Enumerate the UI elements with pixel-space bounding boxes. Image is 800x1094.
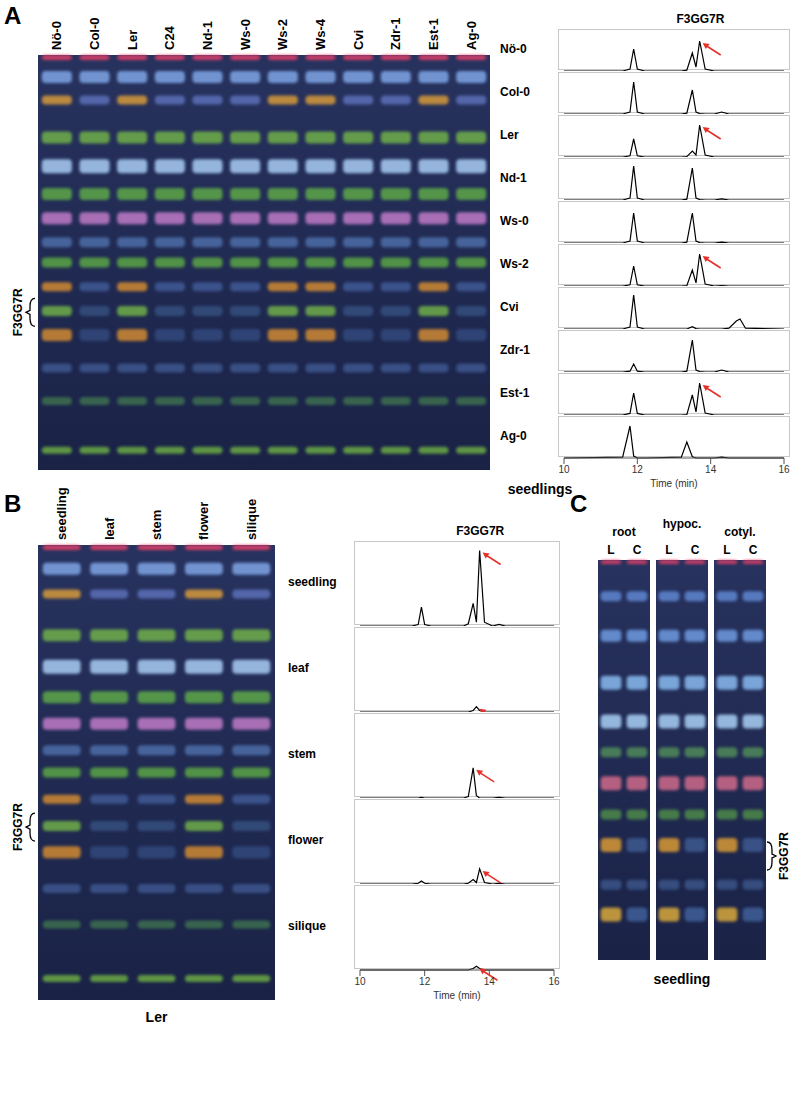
svg-text:12: 12 bbox=[419, 976, 431, 987]
svg-text:F3GG7R: F3GG7R bbox=[11, 803, 25, 851]
svg-text:F3GG7R: F3GG7R bbox=[11, 288, 25, 336]
html-text:Est-1: Est-1 bbox=[500, 385, 530, 400]
svg-text:10: 10 bbox=[354, 976, 366, 987]
svg-text:hypoc.: hypoc. bbox=[663, 517, 702, 531]
svg-text:stem: stem bbox=[149, 510, 164, 540]
svg-text:Nd-1: Nd-1 bbox=[200, 21, 215, 50]
svg-text:Ag-0: Ag-0 bbox=[464, 21, 479, 50]
svg-text:14: 14 bbox=[705, 464, 717, 475]
svg-text:leaf: leaf bbox=[102, 517, 117, 540]
html-text:F3GG7R: F3GG7R bbox=[456, 524, 505, 538]
svg-text:B: B bbox=[4, 490, 21, 517]
svg-text:F3GG7R: F3GG7R bbox=[777, 832, 791, 880]
html-text:Ws-2: Ws-2 bbox=[500, 256, 529, 271]
svg-text:silique: silique bbox=[244, 499, 259, 540]
svg-text:A: A bbox=[4, 2, 21, 29]
html-text:stem: stem bbox=[288, 747, 316, 761]
html-text:F3GG7R: F3GG7R bbox=[676, 12, 725, 26]
svg-text:seedling: seedling bbox=[54, 487, 69, 540]
svg-text:Ler: Ler bbox=[146, 1009, 168, 1025]
svg-text:C: C bbox=[749, 543, 758, 557]
html-text:Cvi: Cvi bbox=[500, 299, 519, 314]
svg-text:L: L bbox=[723, 543, 730, 557]
html-text:seedling: seedling bbox=[288, 575, 337, 589]
svg-text:cotyl.: cotyl. bbox=[724, 525, 755, 539]
svg-text:10: 10 bbox=[558, 464, 570, 475]
svg-text:L: L bbox=[607, 543, 614, 557]
svg-text:Est-1: Est-1 bbox=[426, 18, 441, 50]
svg-text:Cvi: Cvi bbox=[351, 30, 366, 50]
svg-text:Ws-2: Ws-2 bbox=[275, 19, 290, 50]
svg-text:14: 14 bbox=[484, 976, 496, 987]
html-text:silique: silique bbox=[288, 919, 326, 933]
html-text:Time (min): Time (min) bbox=[650, 478, 698, 489]
html-text:Col-0: Col-0 bbox=[500, 84, 530, 99]
svg-text:Ws-0: Ws-0 bbox=[238, 19, 253, 50]
svg-text:C: C bbox=[691, 543, 700, 557]
svg-text:flower: flower bbox=[196, 502, 211, 540]
html-text:Nd-1: Nd-1 bbox=[500, 170, 527, 185]
html-text:leaf: leaf bbox=[288, 661, 309, 675]
html-text:Ler: Ler bbox=[500, 127, 519, 142]
svg-text:seedling: seedling bbox=[654, 971, 711, 987]
svg-text:C24: C24 bbox=[162, 25, 177, 50]
svg-text:16: 16 bbox=[548, 976, 560, 987]
svg-text:C: C bbox=[633, 543, 642, 557]
html-text:flower: flower bbox=[288, 833, 324, 847]
svg-text:root: root bbox=[612, 525, 635, 539]
svg-text:Ws-4: Ws-4 bbox=[313, 18, 328, 50]
html-text:Ws-0: Ws-0 bbox=[500, 213, 529, 228]
svg-text:seedlings: seedlings bbox=[508, 481, 573, 497]
svg-text:Ler: Ler bbox=[125, 30, 140, 50]
html-text:Time (min): Time (min) bbox=[433, 990, 481, 1001]
svg-text:Zdr-1: Zdr-1 bbox=[388, 18, 403, 51]
svg-text:Nö-0: Nö-0 bbox=[49, 21, 64, 50]
html-text:Nö-0: Nö-0 bbox=[500, 41, 527, 56]
svg-text:C: C bbox=[570, 490, 587, 517]
html-text:Ag-0: Ag-0 bbox=[500, 428, 527, 443]
svg-text:L: L bbox=[665, 543, 672, 557]
html-text:Zdr-1: Zdr-1 bbox=[500, 342, 530, 357]
svg-text:12: 12 bbox=[632, 464, 644, 475]
svg-text:16: 16 bbox=[778, 464, 790, 475]
svg-text:Col-0: Col-0 bbox=[87, 18, 102, 51]
